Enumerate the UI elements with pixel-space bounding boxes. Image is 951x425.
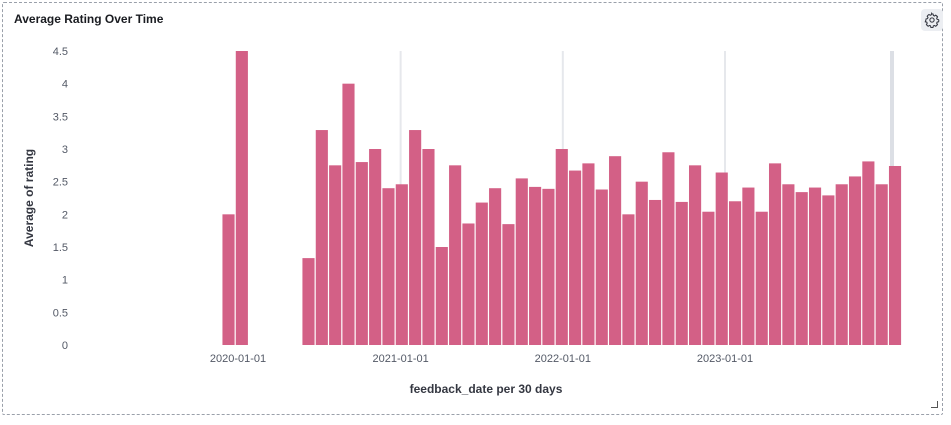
panel-title: Average Rating Over Time xyxy=(14,12,164,26)
y-tick-label: 1 xyxy=(62,275,68,287)
bar[interactable] xyxy=(462,223,475,345)
bar[interactable] xyxy=(382,188,395,345)
x-tick-label: 2022-01-01 xyxy=(535,353,591,365)
y-tick-label: 4.5 xyxy=(53,46,68,58)
bar[interactable] xyxy=(649,199,662,345)
panel-options-button[interactable] xyxy=(921,9,943,31)
bar[interactable] xyxy=(862,161,875,345)
x-tick-label: 2020-01-01 xyxy=(210,353,266,365)
bar[interactable] xyxy=(795,192,808,345)
y-tick-label: 2.5 xyxy=(53,177,68,189)
bar[interactable] xyxy=(729,201,742,345)
bar[interactable] xyxy=(875,184,888,345)
bar[interactable] xyxy=(542,188,555,345)
y-tick-label: 3.5 xyxy=(53,111,68,123)
bar[interactable] xyxy=(355,162,368,345)
y-tick-label: 1.5 xyxy=(53,242,68,254)
bar[interactable] xyxy=(302,258,315,345)
y-tick-label: 2 xyxy=(62,209,68,221)
bar[interactable] xyxy=(755,211,768,345)
bar[interactable] xyxy=(502,224,515,345)
bar[interactable] xyxy=(515,178,528,345)
bar[interactable] xyxy=(409,130,422,345)
y-axis-ticks: 0 0.5 1 1.5 2 2.5 3 3.5 4 4.5 xyxy=(53,46,68,352)
bar[interactable] xyxy=(342,83,355,346)
bar[interactable] xyxy=(702,211,715,345)
bar[interactable] xyxy=(449,165,462,345)
bar[interactable] xyxy=(315,130,328,345)
bar[interactable] xyxy=(529,186,542,345)
bar[interactable] xyxy=(689,165,702,345)
bar[interactable] xyxy=(235,51,248,345)
bar[interactable] xyxy=(555,149,568,345)
bar[interactable] xyxy=(582,163,595,345)
bar[interactable] xyxy=(569,170,582,345)
resize-handle[interactable] xyxy=(931,401,938,408)
bar[interactable] xyxy=(782,184,795,345)
bar[interactable] xyxy=(609,156,622,345)
y-tick-label: 0.5 xyxy=(53,307,68,319)
bar[interactable] xyxy=(715,172,728,345)
bar[interactable] xyxy=(635,181,648,345)
bar[interactable] xyxy=(369,149,382,345)
y-tick-label: 3 xyxy=(62,144,68,156)
bar[interactable] xyxy=(835,184,848,345)
bar[interactable] xyxy=(822,195,835,345)
bar[interactable] xyxy=(662,152,675,345)
gear-icon xyxy=(924,12,940,28)
bar[interactable] xyxy=(422,149,435,345)
bar[interactable] xyxy=(808,187,822,345)
bar[interactable] xyxy=(329,165,342,345)
bar[interactable] xyxy=(222,214,235,345)
bar[interactable] xyxy=(595,189,608,345)
x-axis-ticks: 2020-01-01 2021-01-01 2022-01-01 2023-01-01 xyxy=(210,353,753,365)
bar[interactable] xyxy=(848,176,862,345)
y-tick-label: 0 xyxy=(62,340,68,352)
x-tick-label: 2021-01-01 xyxy=(372,353,428,365)
bar[interactable] xyxy=(395,184,408,345)
bar[interactable] xyxy=(622,214,635,345)
bar[interactable] xyxy=(888,165,902,345)
y-tick-label: 4 xyxy=(62,79,68,91)
bar[interactable] xyxy=(675,201,688,345)
bar[interactable] xyxy=(489,188,502,345)
x-tick-label: 2023-01-01 xyxy=(697,353,753,365)
x-axis-title: feedback_date per 30 days xyxy=(410,382,563,396)
bar[interactable] xyxy=(475,202,488,345)
bar[interactable] xyxy=(435,247,448,345)
bar-series xyxy=(222,51,902,346)
y-axis-title: Average of rating xyxy=(22,149,36,247)
bar[interactable] xyxy=(768,163,782,345)
bar[interactable] xyxy=(742,187,755,345)
